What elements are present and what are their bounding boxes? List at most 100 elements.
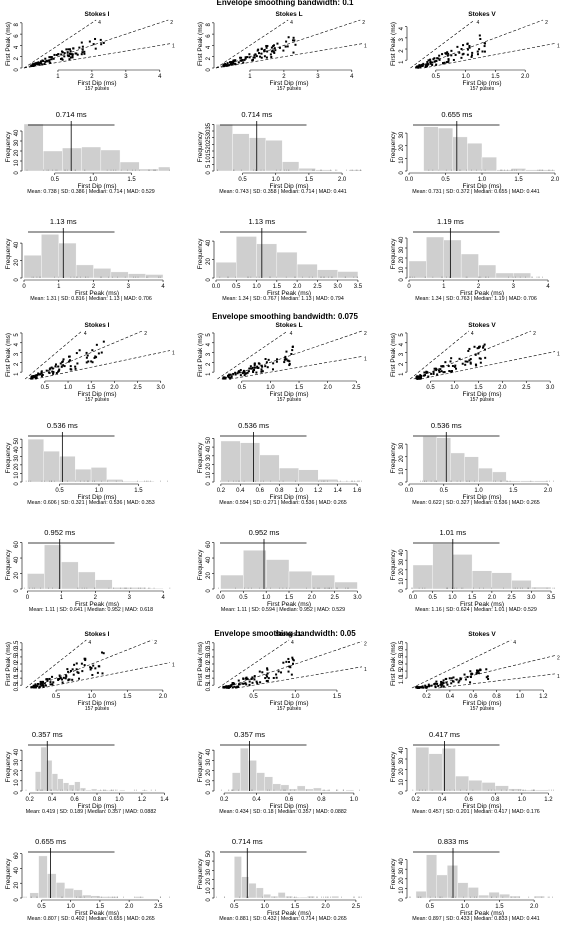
stats-line: Mean: 1.16 | SD: 0.624 | Median: 1.01 | … (415, 607, 537, 613)
data-point (288, 660, 291, 663)
histogram-bar (506, 480, 521, 483)
reference-line-label: 2 (364, 641, 367, 647)
data-point (285, 350, 288, 353)
y-tick-label: 3 (399, 352, 405, 356)
data-point (485, 668, 488, 671)
data-point (242, 677, 245, 680)
x-tick-label: 0.5 (55, 488, 64, 494)
data-point (415, 686, 418, 689)
data-point (440, 685, 443, 688)
data-point (36, 685, 39, 688)
data-point (237, 370, 240, 373)
data-point (250, 677, 253, 680)
data-point (78, 46, 81, 49)
data-point (253, 364, 256, 367)
histogram-bar (40, 746, 47, 792)
median-label: 0.536 ms (431, 421, 462, 430)
data-point (450, 54, 453, 57)
x-tick-label: 0.5 (426, 904, 435, 910)
data-point (290, 673, 293, 676)
data-point (441, 53, 444, 56)
data-point (241, 682, 244, 685)
panel-title: Stokes L (275, 11, 302, 18)
pulses-label: 157 pulses (470, 706, 495, 712)
data-point (483, 343, 486, 346)
x-tick-label: 1.5 (333, 694, 342, 700)
data-point (35, 377, 38, 380)
data-point (445, 677, 448, 680)
data-point (458, 357, 461, 360)
reference-line (230, 356, 363, 380)
data-point (276, 42, 279, 45)
data-point (93, 356, 96, 359)
data-point (419, 374, 422, 377)
data-point (231, 686, 234, 689)
y-tick-label: 20 (206, 142, 212, 149)
data-point (75, 662, 78, 665)
data-point (452, 680, 455, 683)
median-label: 0.357 ms (234, 730, 265, 739)
stats-line: Mean: 0.897 | SD: 0.433 | Median: 0.833 … (412, 916, 540, 922)
panel-s0h2c1: 0.0 0.5 1.0 1.5 2.0 2.5 3.0 3.5 0 20 40 First Peak … (197, 217, 363, 302)
histogram-bar (23, 123, 44, 172)
stats-line: Mean: 1.11 | SD: 0.641 | Median: 0.952 |… (29, 607, 153, 613)
data-point (40, 684, 43, 687)
histogram-bar (82, 894, 92, 899)
x-tick-label: 0.0 (405, 488, 414, 494)
data-point (448, 677, 451, 680)
data-point (39, 680, 42, 683)
data-point (222, 376, 225, 379)
y-tick-label: 10 (206, 779, 212, 786)
data-point (435, 369, 438, 372)
x-axis-label: First Peak (ms) (460, 601, 504, 608)
data-point (68, 359, 71, 362)
data-point (432, 58, 435, 61)
y-tick-label: 0 (14, 278, 20, 282)
y-tick-label: 0 (14, 482, 20, 486)
data-point (442, 371, 445, 374)
y-tick-label: 2 (206, 56, 212, 60)
y-tick-label: 0 (206, 278, 212, 282)
data-point (234, 371, 237, 374)
histogram-bar (492, 471, 507, 483)
data-point (249, 367, 252, 370)
stats-line: Mean: 0.881 | SD: 0.432 | Median: 0.714 … (219, 916, 347, 922)
histogram-bar (467, 143, 483, 172)
data-point (291, 349, 294, 352)
data-point (447, 365, 450, 368)
data-point (73, 663, 76, 666)
data-point (61, 681, 64, 684)
histogram-bar (240, 442, 260, 483)
x-axis-label: First Dip (ms) (270, 80, 309, 87)
data-point (447, 58, 450, 61)
histogram-bar (108, 896, 118, 899)
histogram-bar (464, 456, 479, 483)
histogram-bar (511, 580, 532, 590)
data-point (243, 58, 246, 61)
histogram-bar (41, 234, 59, 279)
data-point (66, 54, 69, 57)
x-tick-label: 0.8 (491, 797, 500, 803)
data-point (426, 685, 429, 688)
y-tick-label: 40 (206, 445, 212, 452)
data-point (71, 668, 74, 671)
data-point (89, 666, 92, 669)
x-tick-label: 2.0 (498, 385, 507, 391)
y-tick-label: 5 (14, 333, 20, 337)
histogram-bar (74, 781, 81, 792)
histogram-bar (452, 554, 473, 590)
data-point (66, 668, 69, 671)
reference-line-label: 2 (170, 20, 173, 26)
y-tick-label: 1 (14, 372, 20, 376)
histogram-bar (106, 479, 123, 483)
data-point (51, 370, 54, 373)
data-point (271, 368, 274, 371)
data-point (433, 367, 436, 370)
data-point (447, 60, 450, 63)
x-tick-label: 1.0 (64, 385, 73, 391)
panel-s2c2: Stokes V0.2 0.4 0.6 0.8 1.0 1.21.01.52.02.53.… (390, 631, 560, 712)
y-tick-label: 4 (14, 342, 20, 346)
data-point (85, 356, 88, 359)
data-point (62, 358, 65, 361)
